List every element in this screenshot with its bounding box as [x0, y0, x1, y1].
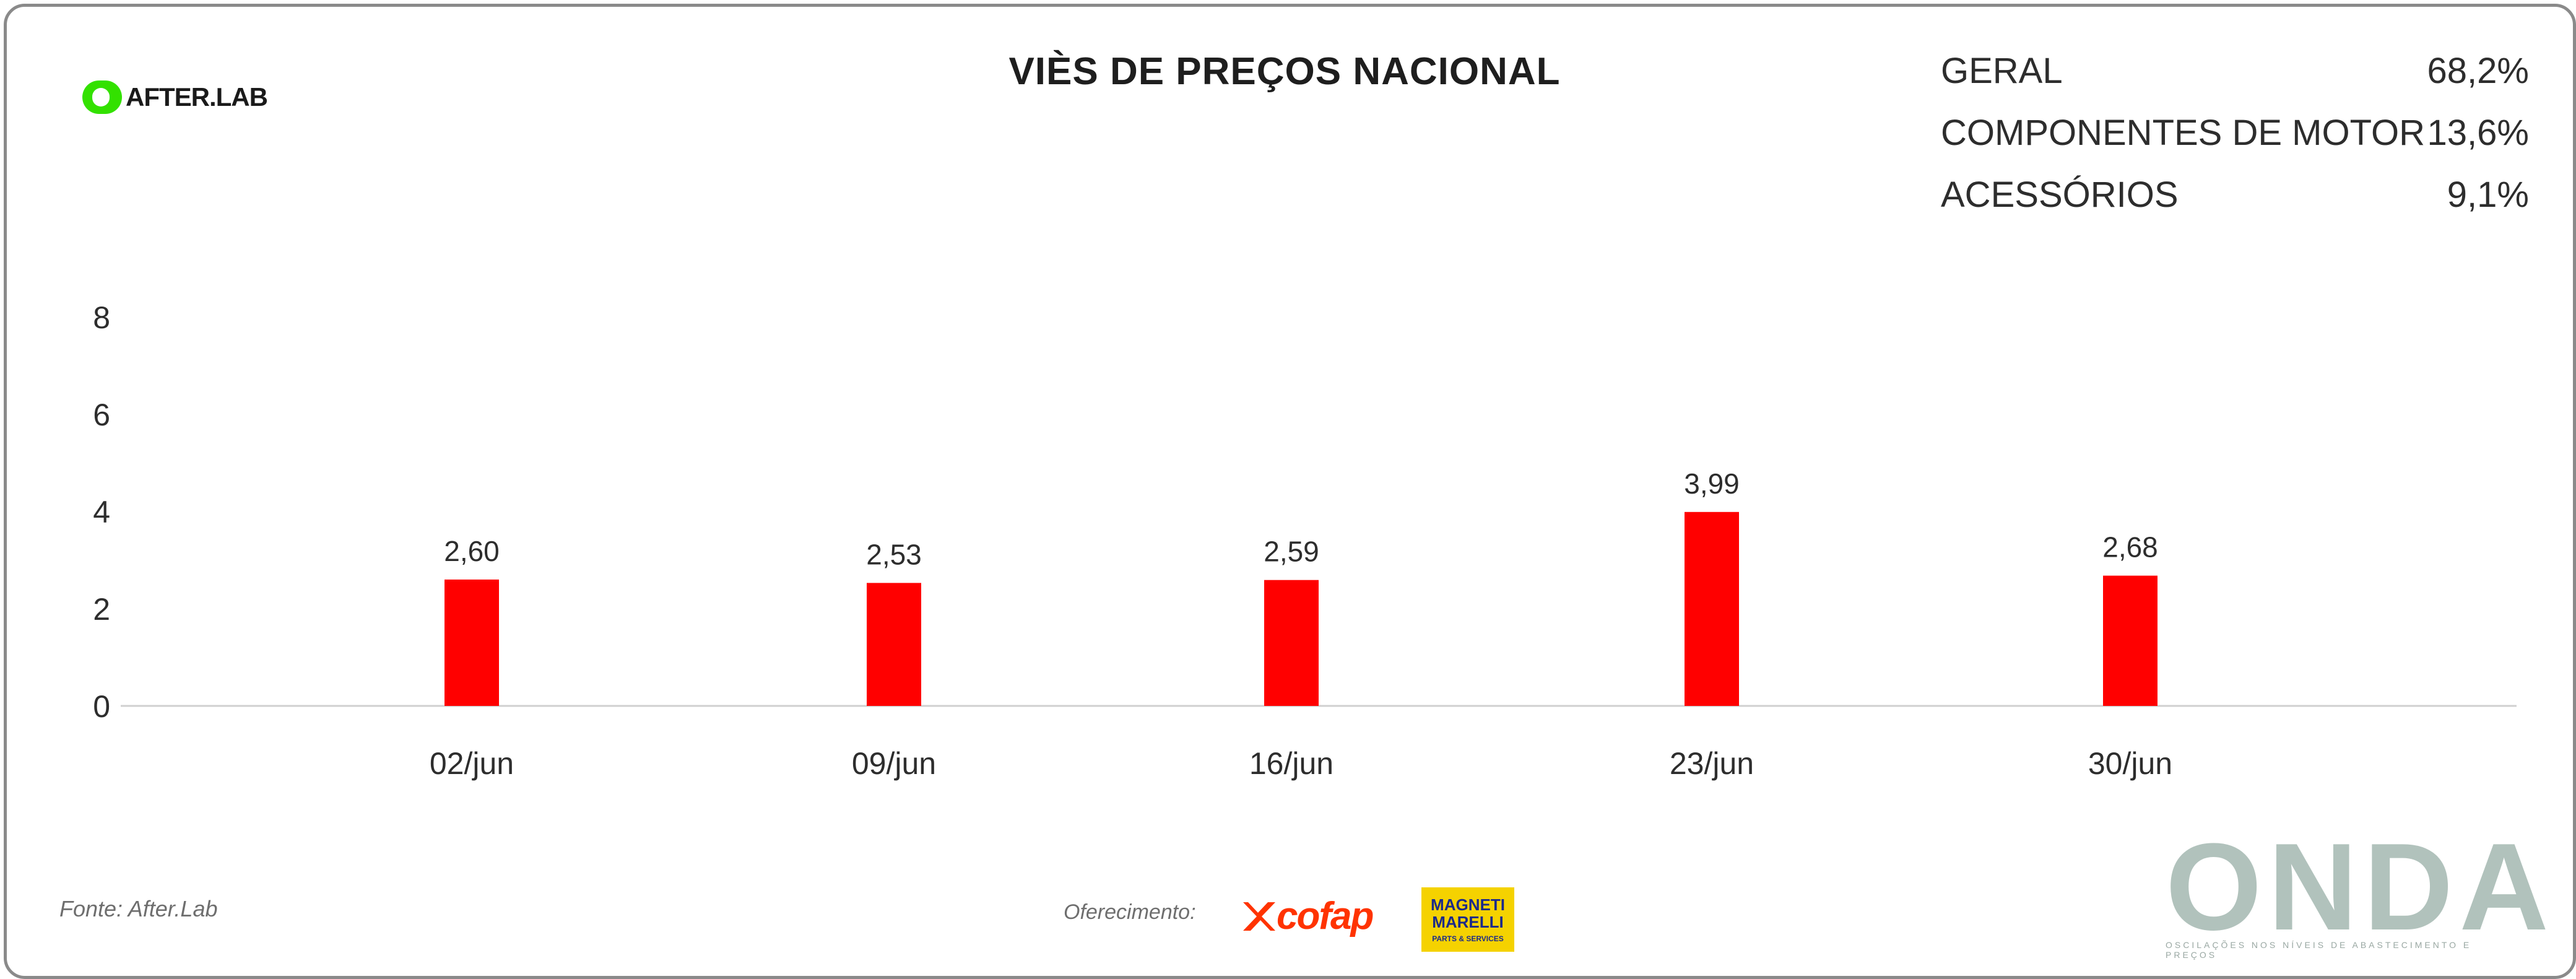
- y-tick-label: 0: [93, 689, 110, 724]
- magneti-marelli-logo-text: MAGNETI MARELLI: [1431, 895, 1505, 931]
- bar-value-label: 2,68: [2102, 531, 2158, 563]
- bar: [2103, 575, 2158, 706]
- afterlab-logo-icon: [82, 80, 122, 114]
- bar: [1264, 580, 1319, 706]
- bar-value-label: 3,99: [1684, 468, 1740, 500]
- summary-label: ACESSÓRIOS: [1941, 174, 2179, 215]
- source-note: Fonte: After.Lab: [59, 896, 218, 921]
- summary-label: COMPONENTES DE MOTOR: [1941, 112, 2425, 153]
- bar: [445, 579, 499, 706]
- bar-value-label: 2,53: [866, 538, 922, 570]
- bar-value-label: 2,59: [1264, 536, 1319, 568]
- chart-frame: [4, 4, 2576, 979]
- onda-logo: ONDA: [2166, 818, 2555, 956]
- onda-tagline: OSCILAÇÕES NOS NÍVEIS DE ABASTECIMENTO E…: [2166, 940, 2472, 960]
- summary-table: GERAL 68,2% COMPONENTES DE MOTOR 13,6% A…: [1941, 40, 2529, 225]
- magneti-marelli-logo: MAGNETI MARELLI PARTS & SERVICES: [1421, 887, 1514, 952]
- cofap-logo-icon: [1243, 902, 1275, 931]
- y-tick-label: 8: [93, 300, 110, 335]
- summary-row: ACESSÓRIOS 9,1%: [1941, 163, 2529, 225]
- bar-value-label: 2,60: [444, 535, 500, 567]
- cofap-logo: cofap: [1238, 894, 1374, 938]
- y-tick-label: 6: [93, 398, 110, 432]
- x-tick-label: 09/jun: [852, 746, 936, 781]
- summary-row: COMPONENTES DE MOTOR 13,6%: [1941, 102, 2529, 163]
- x-tick-label: 02/jun: [430, 746, 514, 781]
- bar: [867, 583, 921, 706]
- summary-row: GERAL 68,2%: [1941, 40, 2529, 102]
- summary-label: GERAL: [1941, 50, 2063, 91]
- summary-value: 9,1%: [2447, 174, 2529, 215]
- magneti-marelli-logo-subtext: PARTS & SERVICES: [1432, 934, 1504, 943]
- x-tick-label: 23/jun: [1670, 746, 1754, 781]
- y-tick-label: 4: [93, 495, 110, 529]
- afterlab-logo: AFTER.LAB: [82, 80, 268, 114]
- cofap-logo-text: cofap: [1277, 895, 1374, 938]
- y-tick-label: 2: [93, 592, 110, 627]
- chart-title: VIÈS DE PREÇOS NACIONAL: [1008, 50, 1561, 93]
- summary-value: 13,6%: [2427, 112, 2529, 153]
- summary-value: 68,2%: [2427, 50, 2529, 91]
- x-tick-label: 16/jun: [1249, 746, 1334, 781]
- sponsor-label: Oferecimento:: [1064, 900, 1196, 924]
- afterlab-logo-text: AFTER.LAB: [126, 82, 268, 111]
- x-tick-label: 30/jun: [2088, 746, 2172, 781]
- bar: [1685, 511, 1739, 706]
